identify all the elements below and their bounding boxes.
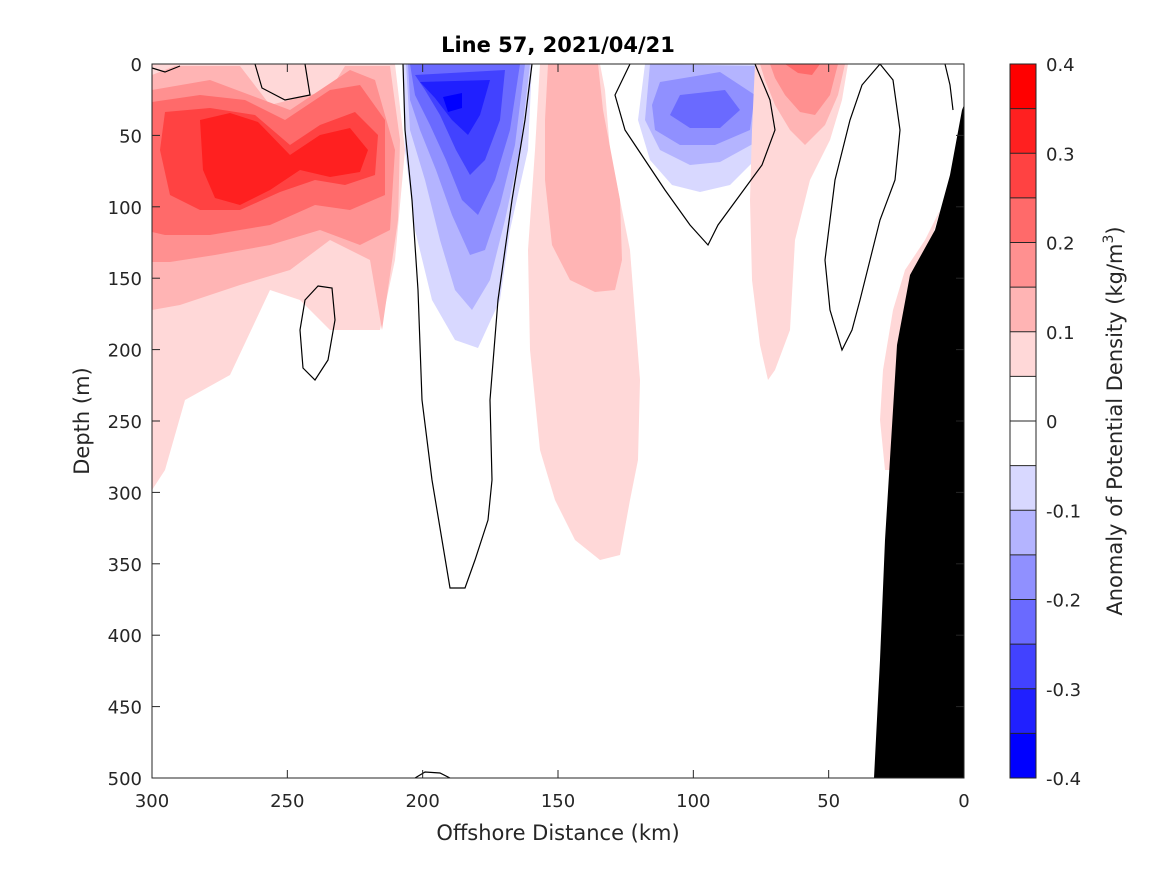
y-tick-label: 400 xyxy=(108,626,142,647)
anomaly-0.15-east xyxy=(770,64,838,115)
y-tick-label: 150 xyxy=(108,269,142,290)
colorbar-level xyxy=(1010,421,1036,467)
y-axis: 0 50 100 150 200 250 300 350 400 450 500 xyxy=(108,55,964,790)
colorbar-tick-label: 0.1 xyxy=(1046,323,1075,344)
zero-contour xyxy=(614,64,776,247)
y-tick-label: 50 xyxy=(119,126,142,147)
colorbar-level xyxy=(1010,733,1036,779)
colorbar-units-exponent: 3 xyxy=(1101,235,1117,244)
colorbar-label-text: Anomaly of Potential Density xyxy=(1103,311,1127,615)
zero-contour xyxy=(944,64,954,111)
colorbar-level xyxy=(1010,376,1036,422)
y-tick-label: 450 xyxy=(108,698,142,719)
x-axis: 300 250 200 150 100 50 0 xyxy=(135,64,970,812)
chart-title: Line 57, 2021/04/21 xyxy=(441,33,675,57)
colorbar-tick-label: -0.2 xyxy=(1046,591,1081,612)
zero-contour xyxy=(824,64,901,352)
anomaly-0.3-west xyxy=(200,113,368,205)
anomaly-0.05-east xyxy=(750,64,848,380)
plot-area xyxy=(152,64,964,778)
colorbar-level xyxy=(1010,242,1036,288)
colorbar-tick-label: -0.1 xyxy=(1046,501,1081,522)
x-tick-label: 250 xyxy=(270,791,304,812)
bathymetry-shelf xyxy=(874,105,964,778)
colorbar-level xyxy=(1010,108,1036,154)
zero-contour xyxy=(254,64,311,101)
x-tick-label: 150 xyxy=(541,791,575,812)
colorbar-tick-label: 0.2 xyxy=(1046,234,1075,255)
zero-contours xyxy=(152,64,954,778)
colorbar-level xyxy=(1010,465,1036,511)
colorbar xyxy=(1010,64,1036,779)
colorbar-level xyxy=(1010,287,1036,333)
colorbar-level xyxy=(1010,64,1036,110)
colorbar-tick-label: 0.4 xyxy=(1046,55,1075,76)
colorbar-level xyxy=(1010,197,1036,243)
colorbar-units: (kg/m xyxy=(1103,244,1127,305)
colorbar-level xyxy=(1010,688,1036,734)
zero-contour xyxy=(414,771,451,778)
anomaly-neg-0.35-core xyxy=(443,93,462,112)
colorbar-tick-label: -0.4 xyxy=(1046,769,1081,790)
colorbar-ticks: 0.4 0.3 0.2 0.1 0 -0.1 -0.2 -0.3 -0.4 xyxy=(1046,55,1081,790)
y-tick-label: 350 xyxy=(108,555,142,576)
x-axis-label: Offshore Distance (km) xyxy=(436,821,679,845)
colorbar-units-close: ) xyxy=(1103,226,1127,234)
colorbar-frame xyxy=(1009,63,1037,779)
zero-contour xyxy=(299,285,336,381)
anomaly-0.1-central xyxy=(545,64,622,292)
colorbar-level xyxy=(1010,644,1036,690)
x-tick-label: 300 xyxy=(135,791,169,812)
y-axis-label: Depth (m) xyxy=(70,367,94,474)
zero-contour xyxy=(152,65,181,73)
y-tick-label: 500 xyxy=(108,769,142,790)
x-tick-label: 100 xyxy=(676,791,710,812)
anomaly-neg-0.2-east xyxy=(670,90,740,128)
colorbar-tick-label: 0.3 xyxy=(1046,144,1075,165)
colorbar-label: Anomaly of Potential Density (kg/m3) xyxy=(1101,226,1127,615)
zero-contour xyxy=(402,64,533,589)
colorbar-tick-label: 0 xyxy=(1046,412,1057,433)
x-tick-label: 50 xyxy=(817,791,840,812)
x-tick-label: 0 xyxy=(958,791,969,812)
y-tick-label: 250 xyxy=(108,412,142,433)
x-tick-label: 200 xyxy=(405,791,439,812)
colorbar-level xyxy=(1010,554,1036,600)
colorbar-level xyxy=(1010,510,1036,556)
colorbar-level xyxy=(1010,153,1036,199)
y-tick-label: 300 xyxy=(108,483,142,504)
colorbar-level xyxy=(1010,599,1036,645)
colorbar-level xyxy=(1010,331,1036,377)
colorbar-tick-label: -0.3 xyxy=(1046,680,1081,701)
y-tick-label: 200 xyxy=(108,341,142,362)
y-tick-label: 100 xyxy=(108,198,142,219)
anomaly-0.2-east xyxy=(785,64,820,75)
y-tick-label: 0 xyxy=(131,55,142,76)
